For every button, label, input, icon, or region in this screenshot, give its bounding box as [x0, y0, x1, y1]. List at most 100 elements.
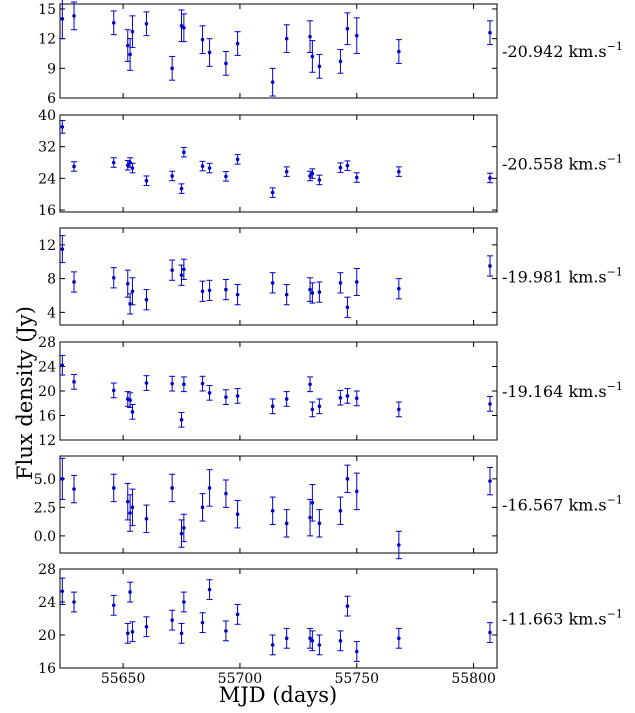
- marker: [179, 186, 184, 191]
- data-point: [169, 170, 176, 182]
- data-point: [337, 389, 344, 406]
- data-point: [124, 160, 131, 171]
- panel-4: 12 16 20 24 28 -19.164 km.s−1: [38, 335, 623, 449]
- marker: [60, 363, 65, 368]
- data-point: [169, 55, 176, 81]
- data-point: [127, 392, 134, 409]
- data-point: [206, 579, 213, 601]
- marker: [284, 169, 289, 174]
- data-point: [110, 473, 117, 503]
- data-point: [110, 382, 117, 399]
- data-point: [129, 403, 136, 420]
- data-point: [199, 493, 206, 522]
- data-point: [353, 172, 360, 183]
- marker: [170, 268, 174, 272]
- y-tick-label: 4: [47, 305, 56, 321]
- marker: [317, 290, 322, 294]
- marker: [308, 287, 312, 292]
- data-point: [395, 627, 402, 649]
- marker: [60, 589, 65, 594]
- y-tick-label: 6: [47, 91, 56, 107]
- data-point: [129, 621, 136, 643]
- data-point: [59, 0, 66, 40]
- marker: [317, 404, 322, 409]
- marker: [397, 407, 401, 412]
- data-point: [486, 622, 493, 643]
- marker: [128, 590, 132, 594]
- marker: [72, 14, 76, 18]
- data-point: [344, 296, 351, 318]
- data-point: [353, 641, 360, 662]
- marker: [207, 486, 212, 490]
- panel-frame: [59, 341, 498, 441]
- marker: [60, 125, 65, 129]
- marker: [207, 288, 212, 293]
- marker: [72, 164, 76, 169]
- marker: [224, 287, 228, 292]
- data-point: [309, 401, 316, 418]
- y-tick-label: 24: [38, 171, 56, 187]
- data-point: [353, 267, 360, 296]
- marker: [170, 486, 174, 490]
- marker: [338, 395, 343, 400]
- data-point: [180, 591, 187, 613]
- y-axis-title: Flux density (Jy): [13, 306, 37, 480]
- x-tick-label: 55650: [101, 671, 146, 687]
- data-point: [129, 162, 136, 174]
- y-tick-label: 28: [38, 562, 56, 578]
- velocity-label: -11.663 km.s−1: [502, 608, 623, 629]
- data-point: [180, 146, 187, 158]
- marker: [179, 531, 184, 536]
- data-point: [353, 17, 360, 54]
- marker: [354, 280, 359, 284]
- y-tick-label: 9: [47, 61, 56, 77]
- marker: [144, 624, 149, 629]
- marker: [179, 417, 184, 422]
- data-point: [234, 603, 241, 625]
- data-point: [59, 354, 66, 376]
- data-point: [206, 162, 213, 174]
- marker: [284, 292, 289, 297]
- panel-frame: [59, 227, 498, 326]
- data-point: [169, 473, 176, 503]
- marker: [345, 477, 350, 481]
- data-point: [486, 255, 493, 277]
- marker: [270, 190, 275, 195]
- marker: [317, 64, 322, 69]
- marker: [182, 600, 186, 604]
- marker: [270, 80, 275, 84]
- y-tick-label: 8: [47, 272, 56, 288]
- marker: [310, 407, 315, 412]
- data-point: [486, 466, 493, 496]
- marker: [488, 479, 492, 483]
- marker: [270, 404, 275, 409]
- data-point: [269, 67, 276, 97]
- marker: [72, 600, 76, 604]
- data-point: [222, 620, 229, 642]
- marker: [270, 508, 275, 513]
- data-point: [234, 154, 241, 165]
- data-point: [169, 609, 176, 631]
- data-point: [169, 375, 176, 392]
- data-point: [71, 373, 78, 390]
- marker: [310, 291, 315, 295]
- y-tick-label: 40: [38, 108, 56, 124]
- marker: [397, 169, 401, 174]
- y-tick-label: 12: [38, 238, 56, 254]
- marker: [111, 486, 116, 490]
- data-point: [395, 278, 402, 300]
- data-point: [269, 634, 276, 656]
- marker: [488, 402, 492, 406]
- marker: [182, 382, 186, 387]
- data-point: [353, 472, 360, 511]
- data-point: [395, 39, 402, 64]
- velocity-label: -16.567 km.s−1: [502, 494, 623, 515]
- data-point: [222, 479, 229, 508]
- data-point: [269, 187, 276, 198]
- data-point: [169, 259, 176, 281]
- data-point: [309, 630, 316, 652]
- marker: [310, 54, 315, 59]
- data-point: [283, 24, 290, 53]
- data-point: [283, 166, 290, 177]
